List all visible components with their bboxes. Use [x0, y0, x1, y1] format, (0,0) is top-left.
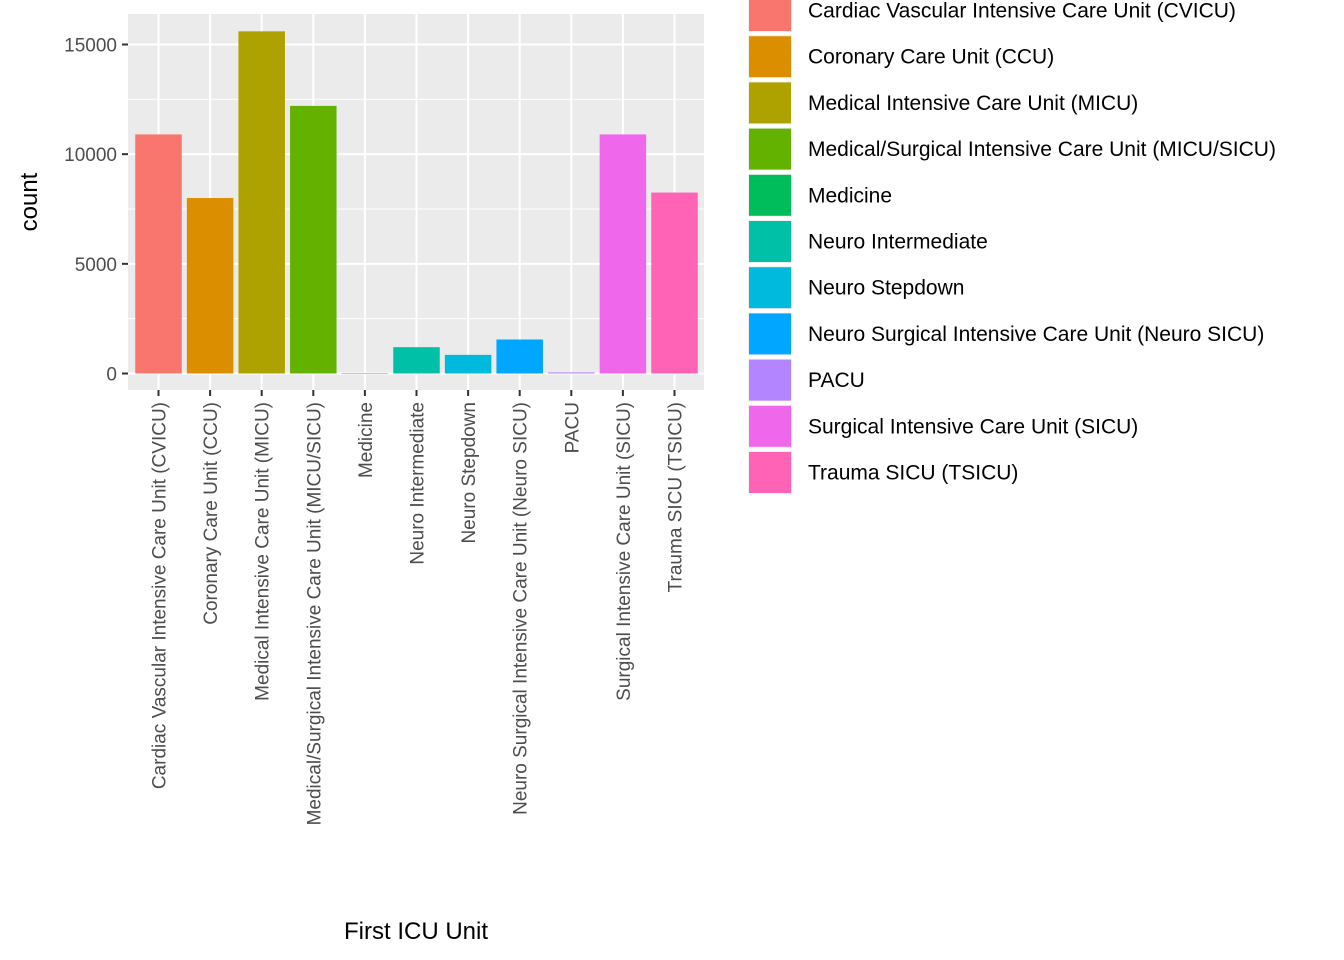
legend: Cardiac Vascular Intensive Care Unit (CV… [748, 0, 1276, 494]
legend-swatch [749, 221, 791, 262]
x-axis-title: First ICU Unit [344, 918, 488, 945]
legend-swatch [749, 82, 791, 124]
bar [238, 31, 285, 374]
legend-swatch [749, 36, 791, 78]
bar [444, 354, 492, 374]
x-tick-label: Neuro Surgical Intensive Care Unit (Neur… [511, 402, 532, 815]
legend-label: Neuro Stepdown [808, 277, 964, 300]
bar [186, 198, 234, 374]
x-tick-label: Neuro Intermediate [408, 402, 429, 565]
y-tick-label: 5000 [75, 255, 117, 276]
legend-label: Neuro Intermediate [808, 231, 988, 254]
bar [496, 339, 543, 374]
legend-swatch [749, 267, 791, 309]
x-tick-label: Neuro Stepdown [459, 402, 480, 544]
legend-swatch [749, 452, 791, 493]
y-tick-label: 15000 [64, 36, 117, 57]
x-tick-label: Medical Intensive Care Unit (MICU) [253, 402, 274, 701]
legend-label: Medicine [808, 184, 892, 207]
legend-label: Surgical Intensive Care Unit (SICU) [808, 415, 1138, 438]
legend-label: Medical Intensive Care Unit (MICU) [808, 92, 1138, 115]
legend-label: Trauma SICU (TSICU) [808, 462, 1018, 485]
x-tick-label: Surgical Intensive Care Unit (SICU) [614, 402, 635, 701]
y-tick-label: 0 [106, 365, 117, 386]
legend-swatch [749, 405, 791, 447]
y-axis: 0 5000 10000 15000 [64, 36, 128, 386]
x-tick-label: PACU [562, 402, 583, 453]
legend-label: Neuro Surgical Intensive Care Unit (Neur… [808, 323, 1264, 346]
bar [651, 192, 698, 374]
bars [135, 31, 698, 374]
legend-swatch [749, 0, 791, 31]
legend-swatch [749, 174, 791, 216]
legend-label: Coronary Care Unit (CCU) [808, 46, 1054, 69]
x-tick-label: Medical/Surgical Intensive Care Unit (MI… [304, 402, 325, 825]
bar [599, 134, 647, 374]
y-axis-title: count [16, 172, 43, 231]
legend-label: Medical/Surgical Intensive Care Unit (MI… [808, 138, 1276, 161]
x-axis: Cardiac Vascular Intensive Care Unit (CV… [150, 390, 687, 825]
legend-label: Cardiac Vascular Intensive Care Unit (CV… [808, 0, 1236, 23]
x-tick-label: Coronary Care Unit (CCU) [201, 402, 222, 625]
bar [548, 372, 595, 374]
legend-swatch [749, 128, 791, 170]
x-tick-label: Trauma SICU (TSICU) [666, 402, 687, 592]
x-tick-label: Cardiac Vascular Intensive Care Unit (CV… [150, 402, 171, 789]
legend-swatch [749, 359, 791, 401]
legend-swatch [749, 313, 791, 355]
y-tick-label: 10000 [64, 145, 117, 166]
x-tick-label: Medicine [356, 402, 377, 478]
bar [393, 347, 440, 374]
bar [290, 105, 337, 374]
legend-label: PACU [808, 369, 865, 392]
bar [135, 134, 182, 374]
